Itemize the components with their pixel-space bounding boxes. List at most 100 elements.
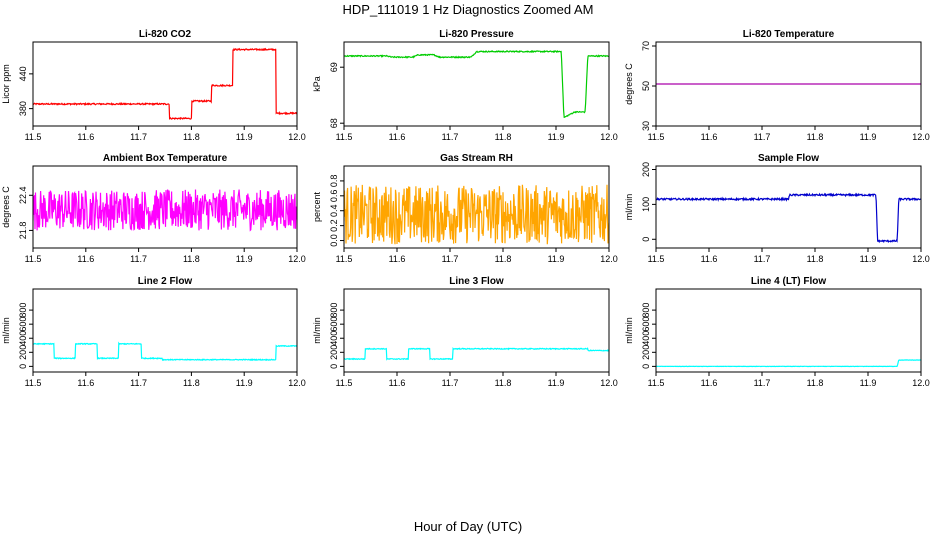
x-tick-label: 11.5 bbox=[25, 378, 42, 388]
x-tick-label: 11.8 bbox=[495, 132, 512, 142]
x-tick-label: 11.7 bbox=[130, 132, 147, 142]
y-tick-label: 0.0 bbox=[329, 234, 339, 247]
plot-frame bbox=[655, 165, 922, 249]
y-tick-label: 0.8 bbox=[329, 175, 339, 188]
x-tick-label: 11.7 bbox=[130, 254, 147, 264]
y-tick-label: 600 bbox=[329, 317, 339, 332]
x-tick-label: 11.9 bbox=[860, 132, 877, 142]
x-tick-label: 12.0 bbox=[912, 254, 930, 264]
y-axis-label: ml/min bbox=[624, 194, 634, 221]
x-tick-label: 11.6 bbox=[701, 132, 718, 142]
y-tick-label: 0 bbox=[329, 364, 339, 369]
y-tick-label: 22.4 bbox=[18, 187, 28, 205]
x-tick-label: 11.5 bbox=[648, 378, 665, 388]
x-tick-label: 11.6 bbox=[389, 132, 406, 142]
x-tick-label: 11.9 bbox=[548, 132, 565, 142]
panel-title: Gas Stream RH bbox=[440, 153, 513, 164]
y-tick-label: 0 bbox=[641, 364, 651, 369]
x-tick-label: 12.0 bbox=[912, 378, 930, 388]
x-tick-label: 11.8 bbox=[807, 132, 824, 142]
panel-title: Line 3 Flow bbox=[449, 276, 504, 287]
chart-panel-3: Li-820 Temperature 11.5 11.6 11.7 11.8 11.9 12… bbox=[624, 29, 930, 142]
y-tick-label: 400 bbox=[18, 331, 28, 346]
x-axis-label: Hour of Day (UTC) bbox=[414, 519, 522, 534]
series-line bbox=[344, 347, 609, 361]
series-line bbox=[656, 359, 921, 368]
x-tick-label: 12.0 bbox=[288, 378, 306, 388]
y-tick-label: 800 bbox=[329, 303, 339, 318]
x-tick-label: 12.0 bbox=[600, 378, 618, 388]
y-tick-label: 0 bbox=[641, 237, 651, 242]
y-axis-label: ml/min bbox=[624, 317, 634, 344]
y-tick-label: 800 bbox=[18, 303, 28, 318]
x-tick-label: 11.9 bbox=[860, 254, 877, 264]
chart-panel-4: Ambient Box Temperature 11.5 11.6 11.7 11.8 1… bbox=[1, 153, 306, 264]
y-tick-label: 69 bbox=[329, 62, 339, 72]
panel-title: Sample Flow bbox=[758, 153, 819, 164]
plot-frame bbox=[32, 165, 298, 249]
y-axis-label: ml/min bbox=[312, 317, 322, 344]
x-tick-label: 11.8 bbox=[807, 378, 824, 388]
y-tick-label: 0.6 bbox=[329, 190, 339, 203]
chart-panel-8: Line 3 Flow 11.5 11.6 11.7 11.8 11.9 12.0 0 2004… bbox=[312, 276, 618, 388]
x-tick-label: 12.0 bbox=[288, 132, 306, 142]
x-tick-label: 11.9 bbox=[860, 378, 877, 388]
x-tick-label: 11.7 bbox=[442, 132, 459, 142]
x-tick-label: 11.9 bbox=[548, 378, 565, 388]
y-axis-label: degrees C bbox=[624, 63, 634, 105]
chart-panel-2: Li-820 Pressure 11.5 11.6 11.7 11.8 11.9 12.0 6… bbox=[312, 29, 618, 142]
y-axis-label: Licor ppm bbox=[1, 64, 11, 104]
y-tick-label: 400 bbox=[641, 331, 651, 346]
series-line bbox=[344, 184, 609, 245]
series-line bbox=[33, 47, 297, 121]
x-tick-label: 11.9 bbox=[548, 254, 565, 264]
panel-title: Ambient Box Temperature bbox=[103, 153, 228, 164]
y-tick-label: 21.8 bbox=[18, 222, 28, 240]
x-tick-label: 11.8 bbox=[183, 132, 200, 142]
plot-frame bbox=[32, 288, 298, 373]
panel-title: Li-820 Pressure bbox=[439, 29, 514, 40]
y-tick-label: 0.2 bbox=[329, 219, 339, 232]
x-tick-label: 12.0 bbox=[288, 254, 306, 264]
y-tick-label: 68 bbox=[329, 118, 339, 128]
panel-title: Li-820 Temperature bbox=[743, 29, 835, 40]
plot-frame bbox=[343, 288, 610, 373]
x-tick-label: 11.5 bbox=[25, 132, 42, 142]
y-axis-label: degrees C bbox=[1, 186, 11, 228]
x-tick-label: 11.7 bbox=[442, 378, 459, 388]
panel-title: Line 4 (LT) Flow bbox=[751, 276, 827, 287]
y-tick-label: 380 bbox=[18, 101, 28, 116]
x-tick-label: 11.6 bbox=[701, 378, 718, 388]
x-tick-label: 12.0 bbox=[912, 132, 930, 142]
x-tick-label: 11.5 bbox=[25, 254, 42, 264]
x-tick-label: 11.6 bbox=[77, 132, 94, 142]
x-tick-label: 11.7 bbox=[754, 254, 771, 264]
panel-title: Line 2 Flow bbox=[138, 276, 193, 287]
panel-title: Li-820 CO2 bbox=[139, 29, 192, 40]
x-tick-label: 11.8 bbox=[495, 378, 512, 388]
chart-panel-5: Gas Stream RH 11.5 11.6 11.7 11.8 11.9 12.0 0.0… bbox=[312, 153, 618, 264]
y-tick-label: 70 bbox=[641, 41, 651, 51]
series-line bbox=[33, 189, 297, 232]
figure-title: HDP_111019 1 Hz Diagnostics Zoomed AM bbox=[343, 2, 594, 17]
y-tick-label: 30 bbox=[641, 121, 651, 131]
y-tick-label: 800 bbox=[641, 303, 651, 318]
y-tick-label: 200 bbox=[641, 345, 651, 360]
x-tick-label: 11.9 bbox=[236, 132, 253, 142]
x-tick-label: 11.9 bbox=[236, 378, 253, 388]
x-tick-label: 11.7 bbox=[754, 132, 771, 142]
y-tick-label: 200 bbox=[18, 345, 28, 360]
x-tick-label: 11.5 bbox=[648, 132, 665, 142]
series-line bbox=[344, 49, 609, 119]
chart-panel-6: Sample Flow 11.5 11.6 11.7 11.8 11.9 12.0 0 100 2… bbox=[624, 153, 930, 264]
plot-frame bbox=[343, 41, 610, 127]
y-tick-label: 440 bbox=[18, 66, 28, 81]
y-tick-label: 200 bbox=[329, 345, 339, 360]
plot-frame bbox=[655, 288, 922, 373]
chart-panel-1: Li-820 CO2 11.5 11.6 11.7 11.8 11.9 12.0 380 440… bbox=[1, 29, 306, 142]
series-line bbox=[33, 341, 297, 362]
plot-frame bbox=[655, 41, 922, 127]
x-tick-label: 11.6 bbox=[389, 378, 406, 388]
plot-frame bbox=[32, 41, 298, 127]
